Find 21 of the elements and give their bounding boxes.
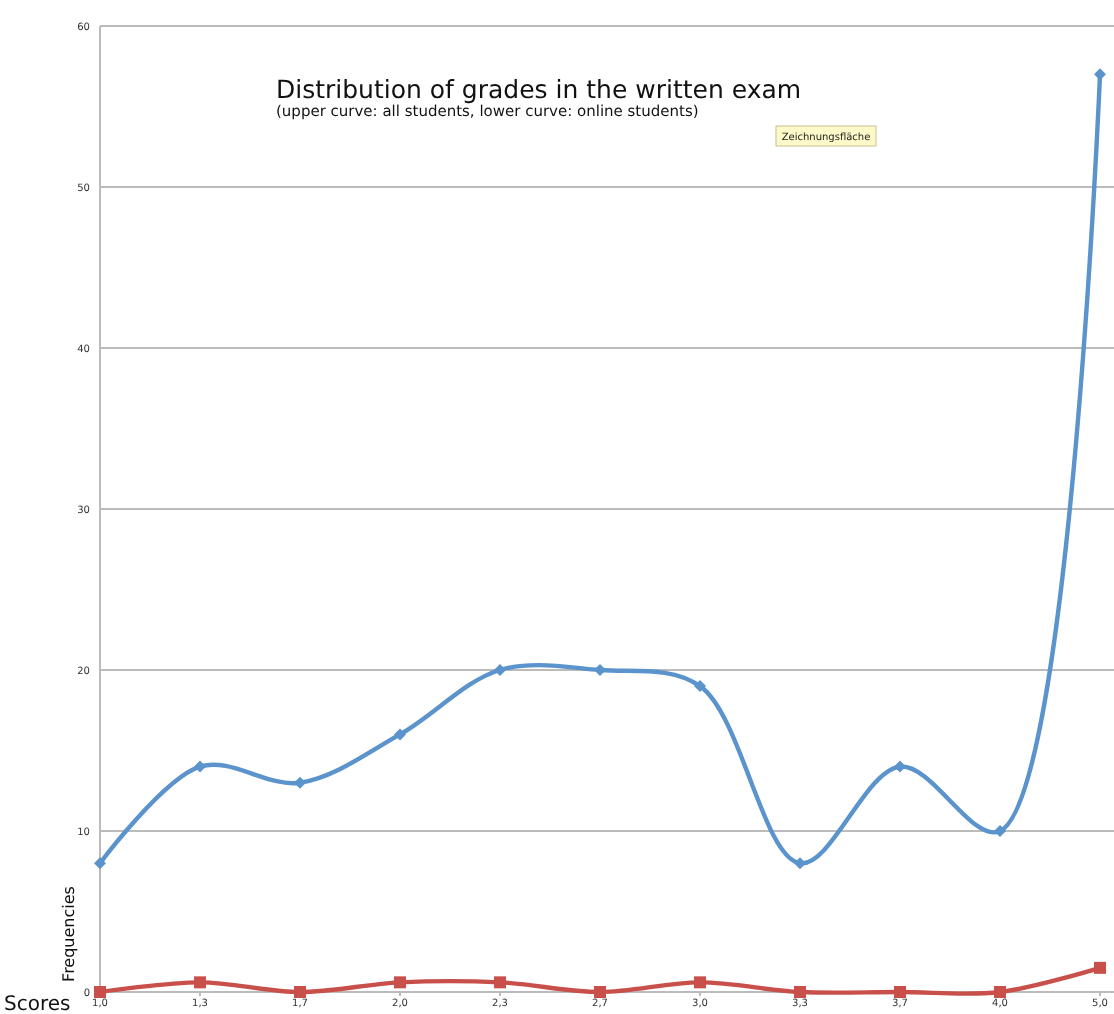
point (994, 986, 1006, 998)
point (94, 986, 106, 998)
point (694, 680, 706, 693)
point (894, 760, 906, 773)
text: Distribution of grades in the written exam (276, 74, 802, 104)
point (894, 986, 906, 998)
point (494, 976, 506, 989)
point (1094, 961, 1106, 974)
point (394, 728, 406, 741)
y-axis-title: Frequencies (60, 886, 78, 982)
point (94, 857, 106, 870)
x-axis-title: Scores (4, 994, 71, 1014)
point (794, 986, 806, 998)
point (494, 664, 506, 676)
point (594, 986, 606, 998)
point (394, 976, 406, 989)
point (294, 986, 306, 998)
point (694, 976, 706, 989)
point (994, 825, 1006, 837)
point (194, 760, 206, 773)
point (194, 976, 206, 989)
